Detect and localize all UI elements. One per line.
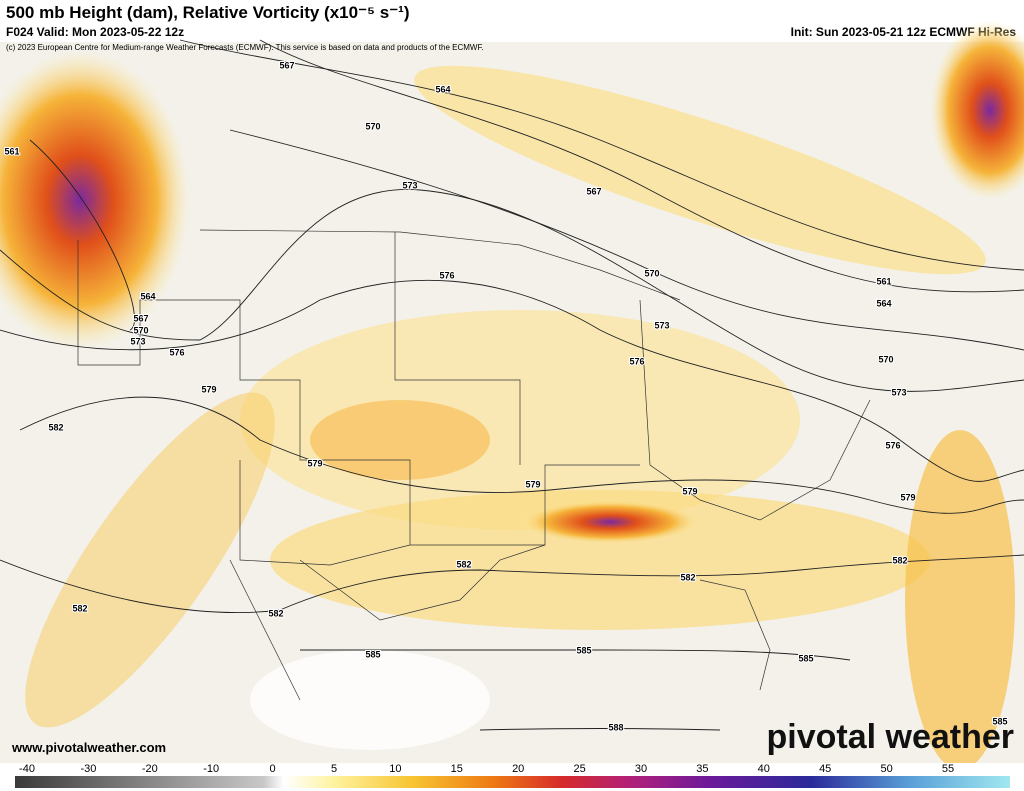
contour-label: 573 bbox=[891, 387, 906, 397]
colorbar-tick-label: -40 bbox=[19, 763, 35, 775]
valid-time: F024 Valid: Mon 2023-05-22 12z bbox=[6, 25, 184, 39]
colorbar-tick-label: 40 bbox=[758, 763, 770, 775]
colorbar bbox=[15, 776, 1010, 788]
contour-label: 579 bbox=[682, 486, 697, 496]
contour-label: 579 bbox=[201, 384, 216, 394]
contour-label: 582 bbox=[268, 608, 283, 618]
contour-label: 567 bbox=[586, 186, 601, 196]
header-bg bbox=[0, 0, 1024, 42]
contour-label: 573 bbox=[130, 336, 145, 346]
contour-label: 582 bbox=[72, 603, 87, 613]
contour-label: 582 bbox=[48, 422, 63, 432]
contour-label: 573 bbox=[402, 180, 417, 190]
colorbar-tick-label: 20 bbox=[512, 763, 524, 775]
contour-label: 567 bbox=[279, 60, 294, 70]
contour-label: 582 bbox=[456, 559, 471, 569]
contour-label: 576 bbox=[169, 347, 184, 357]
colorbar-tick-label: -30 bbox=[80, 763, 96, 775]
contour-label: 585 bbox=[992, 716, 1007, 726]
contour-label: 579 bbox=[525, 479, 540, 489]
contour-label: 585 bbox=[798, 653, 813, 663]
colorbar-tick-label: 10 bbox=[389, 763, 401, 775]
colorbar-tick-label: 55 bbox=[942, 763, 954, 775]
contour-label: 573 bbox=[654, 320, 669, 330]
contour-label: 588 bbox=[608, 722, 623, 732]
contour-label: 579 bbox=[900, 492, 915, 502]
copyright: (c) 2023 European Centre for Medium-rang… bbox=[6, 43, 484, 52]
colorbar-tick-label: -20 bbox=[142, 763, 158, 775]
contour-label: 564 bbox=[435, 84, 450, 94]
title: 500 mb Height (dam), Relative Vorticity … bbox=[6, 3, 410, 22]
contour-label: 582 bbox=[680, 572, 695, 582]
contour-label: 564 bbox=[140, 291, 155, 301]
colorbar-tick-label: 15 bbox=[451, 763, 463, 775]
watermark-brand: pivotal weather bbox=[766, 718, 1014, 756]
contour-label: 570 bbox=[878, 354, 893, 364]
contour-label: 585 bbox=[365, 649, 380, 659]
colorbar-tick-label: 50 bbox=[880, 763, 892, 775]
contour-label: 570 bbox=[133, 325, 148, 335]
contour-label: 561 bbox=[4, 146, 19, 156]
colorbar-tick-label: 0 bbox=[270, 763, 276, 775]
colorbar-tick-label: 30 bbox=[635, 763, 647, 775]
map bbox=[0, 20, 1024, 770]
contour-label: 570 bbox=[365, 121, 380, 131]
contour-label: 564 bbox=[876, 298, 891, 308]
contour-label: 582 bbox=[892, 555, 907, 565]
contour-label: 579 bbox=[307, 458, 322, 468]
watermark-url: www.pivotalweather.com bbox=[11, 740, 166, 755]
contour-label: 576 bbox=[629, 356, 644, 366]
contour-label: 576 bbox=[885, 440, 900, 450]
colorbar-tick-label: 35 bbox=[696, 763, 708, 775]
contour-label: 585 bbox=[576, 645, 591, 655]
colorbar-tick-label: 25 bbox=[573, 763, 585, 775]
contour-label: 576 bbox=[439, 270, 454, 280]
contour-label: 567 bbox=[133, 313, 148, 323]
colorbar-tick-label: 45 bbox=[819, 763, 831, 775]
colorbar-tick-label: 5 bbox=[331, 763, 337, 775]
colorbar-tick-label: -10 bbox=[203, 763, 219, 775]
contour-label: 561 bbox=[876, 276, 891, 286]
contour-label: 570 bbox=[644, 268, 659, 278]
